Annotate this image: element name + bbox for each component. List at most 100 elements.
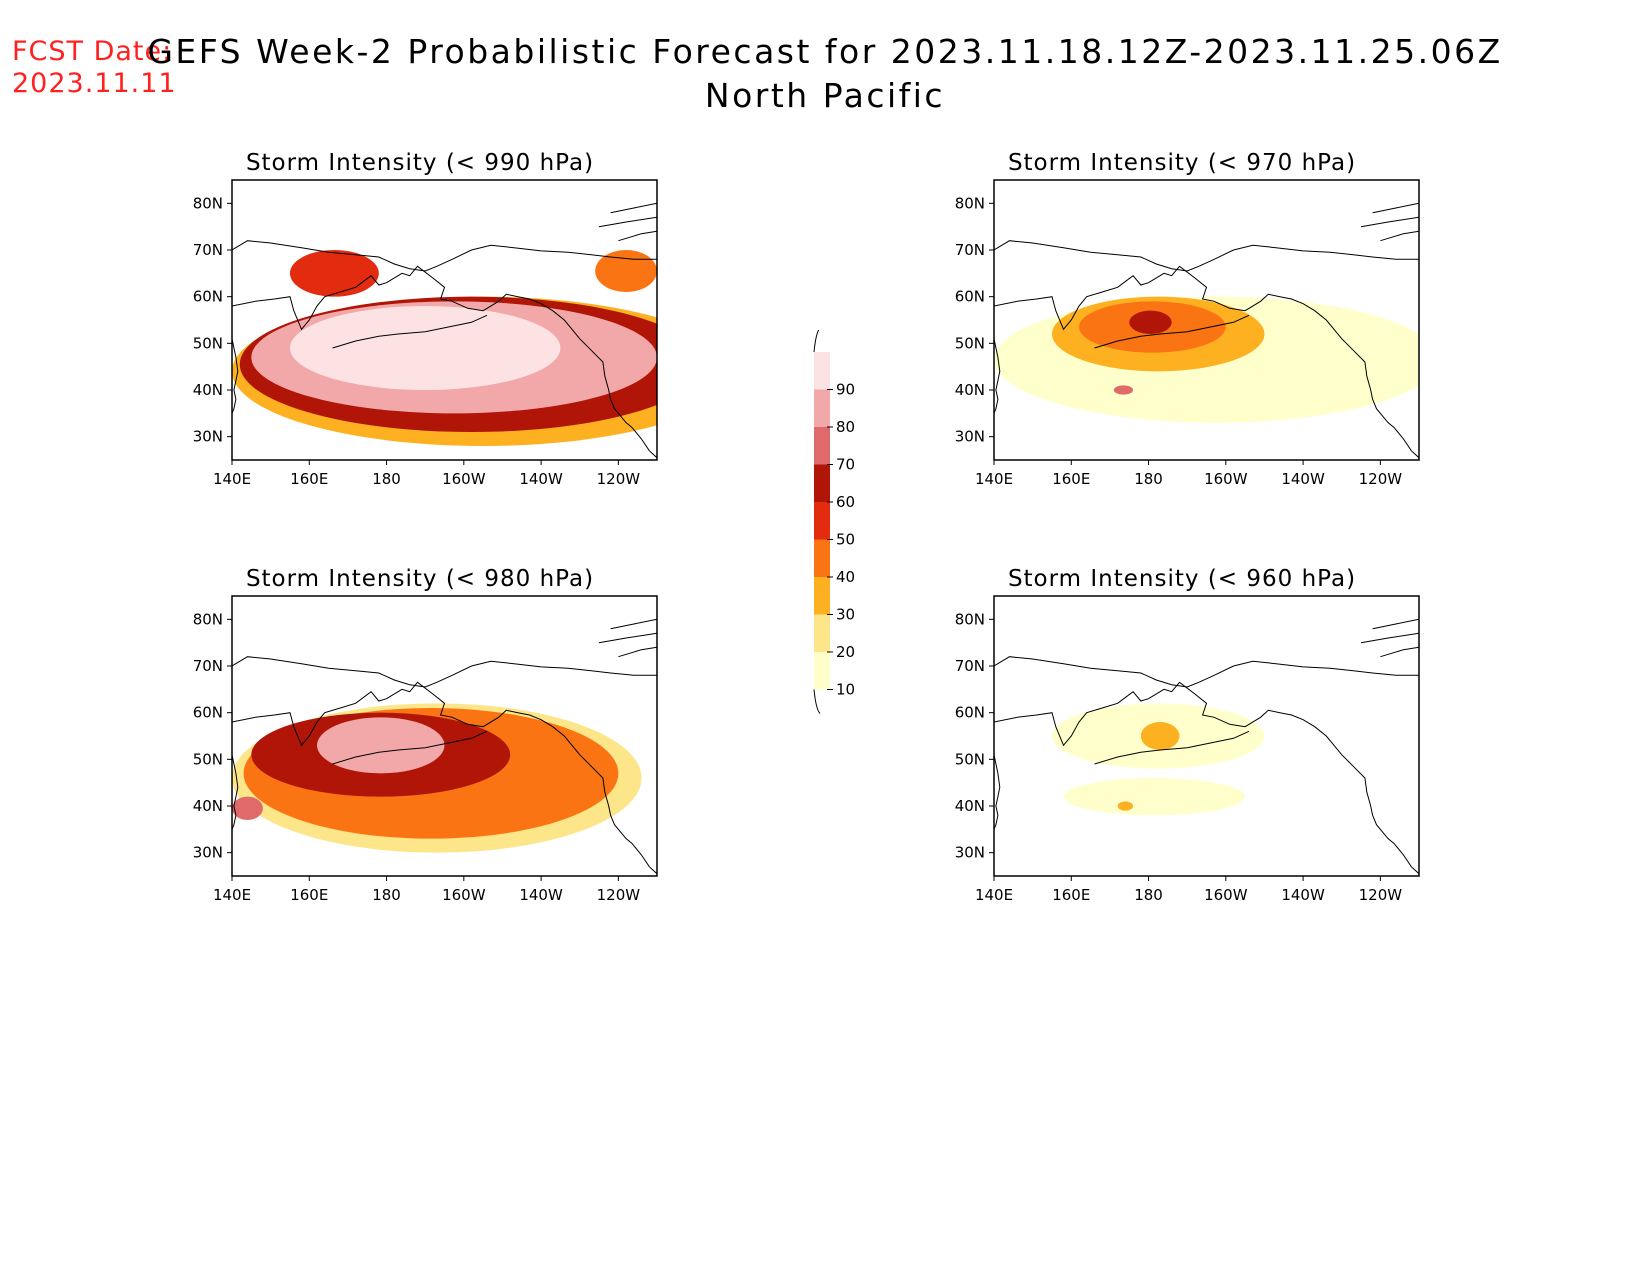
coastline [332,730,488,765]
map-panel-990: Storm Intensity (< 990 hPa) 30N 40N 50N 60N… [160,150,680,570]
coastline [1360,216,1419,228]
coastline [232,265,657,459]
colorbar-swatch [814,577,830,615]
lon-label: 140E [975,886,1013,904]
lat-label: 80N [193,194,223,212]
colorbar-swatch [814,652,830,690]
coastline [1094,314,1250,349]
coastline [1372,618,1419,630]
panel-title-990: Storm Intensity (< 990 hPa) [245,150,595,176]
colorbar-swatch [814,502,830,540]
colorbar-cap-top [813,327,821,353]
forecast-date: FCST Date: 2023.11.11 [12,36,177,100]
lon-label: 140W [519,886,563,904]
lon-label: 120W [1359,470,1403,488]
coastline [332,314,488,349]
colorbar-cap-bottom [813,689,821,714]
coastline [1380,230,1419,242]
coastline [232,656,657,688]
coastline [994,240,1419,272]
probability-region [1117,801,1134,811]
lat-label: 40N [955,381,985,399]
probability-region [1129,310,1172,334]
lon-label: 160W [1204,470,1248,488]
lat-label: 40N [193,797,223,815]
lon-label: 160E [290,886,328,904]
map-panel-980: Storm Intensity (< 980 hPa) 30N 40N 50N 60N… [160,566,680,986]
lon-label: 120W [1359,886,1403,904]
lon-label: 120W [597,886,641,904]
colorbar-tick-label: 30 [836,606,855,624]
lat-label: 50N [955,750,985,768]
lat-label: 60N [955,704,985,722]
coastline [610,618,657,630]
coastline [618,230,657,242]
probability-field [994,296,1419,423]
lon-label: 180 [372,886,401,904]
lat-label: 70N [193,657,223,675]
forecast-date-label: FCST Date: [12,36,173,67]
colorbar-swatch [814,427,830,465]
main-title-line2: North Pacific [704,76,946,115]
lat-label: 50N [955,334,985,352]
lat-label: 30N [955,844,985,862]
colorbar-swatch [814,352,830,390]
colorbar-swatch [814,539,830,577]
coastlines [994,202,1419,459]
lon-label: 160E [290,470,328,488]
colorbar-tick-label: 50 [836,531,855,549]
coastline [1372,202,1419,214]
colorbar-svg: 10 20 30 40 50 60 70 80 90 [813,327,855,714]
probability-region [595,250,657,292]
lon-label: 140E [975,470,1013,488]
probability-region [317,717,445,774]
colorbar-swatch [814,614,830,652]
panel-title-980: Storm Intensity (< 980 hPa) [245,566,595,592]
probability-region [232,796,263,820]
map-svg-960: 30N 40N 50N 60N 70N 80N 140E 160E 180 160W 140W 120… [955,595,1420,904]
lat-label: 40N [955,797,985,815]
lon-label: 180 [1134,886,1163,904]
probability-region [1140,722,1180,750]
lon-label: 140W [1281,886,1325,904]
lon-label: 180 [1134,470,1163,488]
coastlines [232,202,657,459]
main-title-line1: GEFS Week-2 Probabilistic Forecast for 2… [147,32,1503,71]
lat-label: 50N [193,750,223,768]
lat-label: 30N [193,844,223,862]
coastline [232,240,657,272]
lon-label: 160W [442,886,486,904]
lat-label: 70N [193,241,223,259]
lon-label: 160W [1204,886,1248,904]
lat-label: 60N [955,288,985,306]
colorbar-tick-label: 20 [836,643,855,661]
lon-label: 140E [213,886,251,904]
coastlines [232,618,657,875]
lon-label: 140E [213,470,251,488]
probability-field [232,703,642,853]
probability-region [289,250,379,297]
lat-label: 80N [193,610,223,628]
panel-title-960: Storm Intensity (< 960 hPa) [1007,566,1357,592]
coastline [1094,730,1250,765]
colorbar-tick-label: 70 [836,456,855,474]
map-svg-990: 30N 40N 50N 60N 70N 80N 140E 160E 180 160W 140W 120… [193,179,658,488]
map-svg-970: 30N 40N 50N 60N 70N 80N 140E 160E 180 160W 140W 120… [955,179,1420,488]
coastline [994,265,1419,459]
lat-label: 70N [955,241,985,259]
probability-region [1113,385,1134,395]
coastline [598,216,657,228]
colorbar-swatch [814,389,830,427]
coastlines [994,618,1419,875]
coastline [232,338,239,414]
coastline [994,656,1419,688]
probability-region [289,306,561,390]
lat-label: 60N [193,704,223,722]
lat-label: 30N [955,428,985,446]
probability-field [1051,703,1265,816]
map-frame [231,179,658,461]
lat-label: 80N [955,194,985,212]
lat-label: 70N [955,657,985,675]
map-frame [993,179,1420,461]
colorbar-swatch [814,464,830,502]
